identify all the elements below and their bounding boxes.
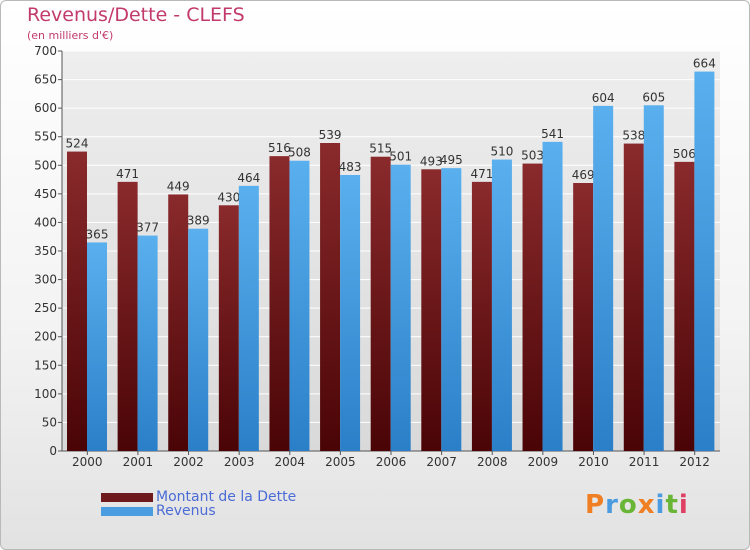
legend-swatch-debt <box>101 492 153 502</box>
bar-revenue <box>441 168 462 451</box>
x-tick-label: 2012 <box>679 455 710 469</box>
x-tick-label: 2004 <box>274 455 305 469</box>
y-tick-label: 550 <box>34 130 57 144</box>
logo-letter: P <box>585 490 606 520</box>
x-tick-label: 2005 <box>325 455 356 469</box>
data-label: 604 <box>592 91 615 105</box>
x-tick-label: 2011 <box>629 455 660 469</box>
logo-letter: r <box>605 490 619 520</box>
legend-label-debt: Montant de la Dette <box>156 489 297 505</box>
bar-debt <box>370 156 391 451</box>
legend-item-revenue: Revenus <box>101 503 216 519</box>
x-tick-label: 2006 <box>376 455 407 469</box>
x-tick-label: 2007 <box>426 455 457 469</box>
logo-letter: i <box>655 490 666 520</box>
bar-debt <box>522 163 543 452</box>
chart-subtitle: (en milliers d'€) <box>27 29 114 42</box>
bar-revenue <box>87 242 107 451</box>
bar-revenue <box>188 228 209 451</box>
bar-debt <box>623 143 644 452</box>
bar-revenue <box>238 185 259 451</box>
bar-revenue <box>289 160 310 451</box>
legend-item-debt: Montant de la Dette <box>101 489 297 505</box>
y-tick-label: 400 <box>34 215 57 229</box>
bar-revenue <box>390 164 411 451</box>
y-tick-label: 700 <box>34 44 57 58</box>
y-tick-label: 600 <box>34 101 57 115</box>
data-label: 471 <box>470 167 493 181</box>
data-label: 524 <box>66 137 89 151</box>
data-label: 493 <box>420 154 443 168</box>
bar-revenue <box>593 105 614 451</box>
logo-letter: x <box>637 490 656 520</box>
bar-debt <box>218 205 239 451</box>
bar-debt <box>269 156 290 451</box>
proxiti-logo: Proxiti <box>585 490 689 520</box>
legend-label-revenue: Revenus <box>156 503 216 519</box>
data-label: 541 <box>541 127 564 141</box>
bar-debt <box>117 181 138 451</box>
y-tick-label: 350 <box>34 244 57 258</box>
bar-revenue <box>491 159 512 452</box>
legend-swatch-revenue <box>101 506 153 516</box>
x-tick-label: 2010 <box>578 455 609 469</box>
data-label: 377 <box>136 221 159 235</box>
x-tick-label: 2001 <box>123 455 154 469</box>
logo-letter: o <box>618 490 638 520</box>
bar-debt <box>168 194 189 451</box>
data-label: 365 <box>86 227 109 241</box>
y-tick-label: 100 <box>34 387 57 401</box>
y-tick-label: 200 <box>34 330 57 344</box>
data-label: 495 <box>440 153 463 167</box>
data-label: 538 <box>622 129 645 143</box>
y-tick-label: 450 <box>34 187 57 201</box>
x-tick-label: 2008 <box>477 455 508 469</box>
bar-revenue <box>542 141 563 451</box>
data-label: 471 <box>116 167 139 181</box>
data-label: 506 <box>673 147 696 161</box>
y-tick-label: 650 <box>34 73 57 87</box>
data-label: 503 <box>521 149 544 163</box>
data-label: 469 <box>572 168 595 182</box>
logo-letter: i <box>678 490 689 520</box>
bar-debt <box>67 151 87 452</box>
y-tick-label: 150 <box>34 358 57 372</box>
data-label: 605 <box>642 90 665 104</box>
data-label: 508 <box>288 146 311 160</box>
data-label: 430 <box>217 190 240 204</box>
chart-title: Revenus/Dette - CLEFS <box>27 4 245 26</box>
data-label: 501 <box>389 150 412 164</box>
logo-letter: t <box>665 490 679 520</box>
data-label: 449 <box>167 179 190 193</box>
bar-debt <box>674 161 695 451</box>
bar-revenue <box>137 235 158 451</box>
x-tick-label: 2000 <box>72 455 103 469</box>
data-label: 389 <box>187 214 210 228</box>
y-tick-label: 300 <box>34 273 57 287</box>
bar-debt <box>471 181 492 451</box>
y-tick-label: 250 <box>34 301 57 315</box>
data-label: 464 <box>237 171 260 185</box>
y-tick-label: 0 <box>49 444 57 458</box>
data-label: 510 <box>490 145 513 159</box>
bar-revenue <box>694 71 715 452</box>
bar-revenue <box>643 105 664 452</box>
bar-debt <box>573 183 594 451</box>
x-tick-label: 2002 <box>173 455 204 469</box>
y-tick-label: 50 <box>42 415 57 429</box>
x-tick-label: 2003 <box>224 455 255 469</box>
x-tick-label: 2009 <box>528 455 559 469</box>
data-label: 516 <box>268 141 291 155</box>
data-label: 539 <box>319 128 342 142</box>
bar-debt <box>421 169 442 452</box>
data-label: 515 <box>369 142 392 156</box>
data-label: 483 <box>339 160 362 174</box>
bar-revenue <box>340 175 361 451</box>
bar-debt <box>320 143 341 451</box>
y-tick-label: 500 <box>34 158 57 172</box>
data-label: 664 <box>693 57 716 71</box>
